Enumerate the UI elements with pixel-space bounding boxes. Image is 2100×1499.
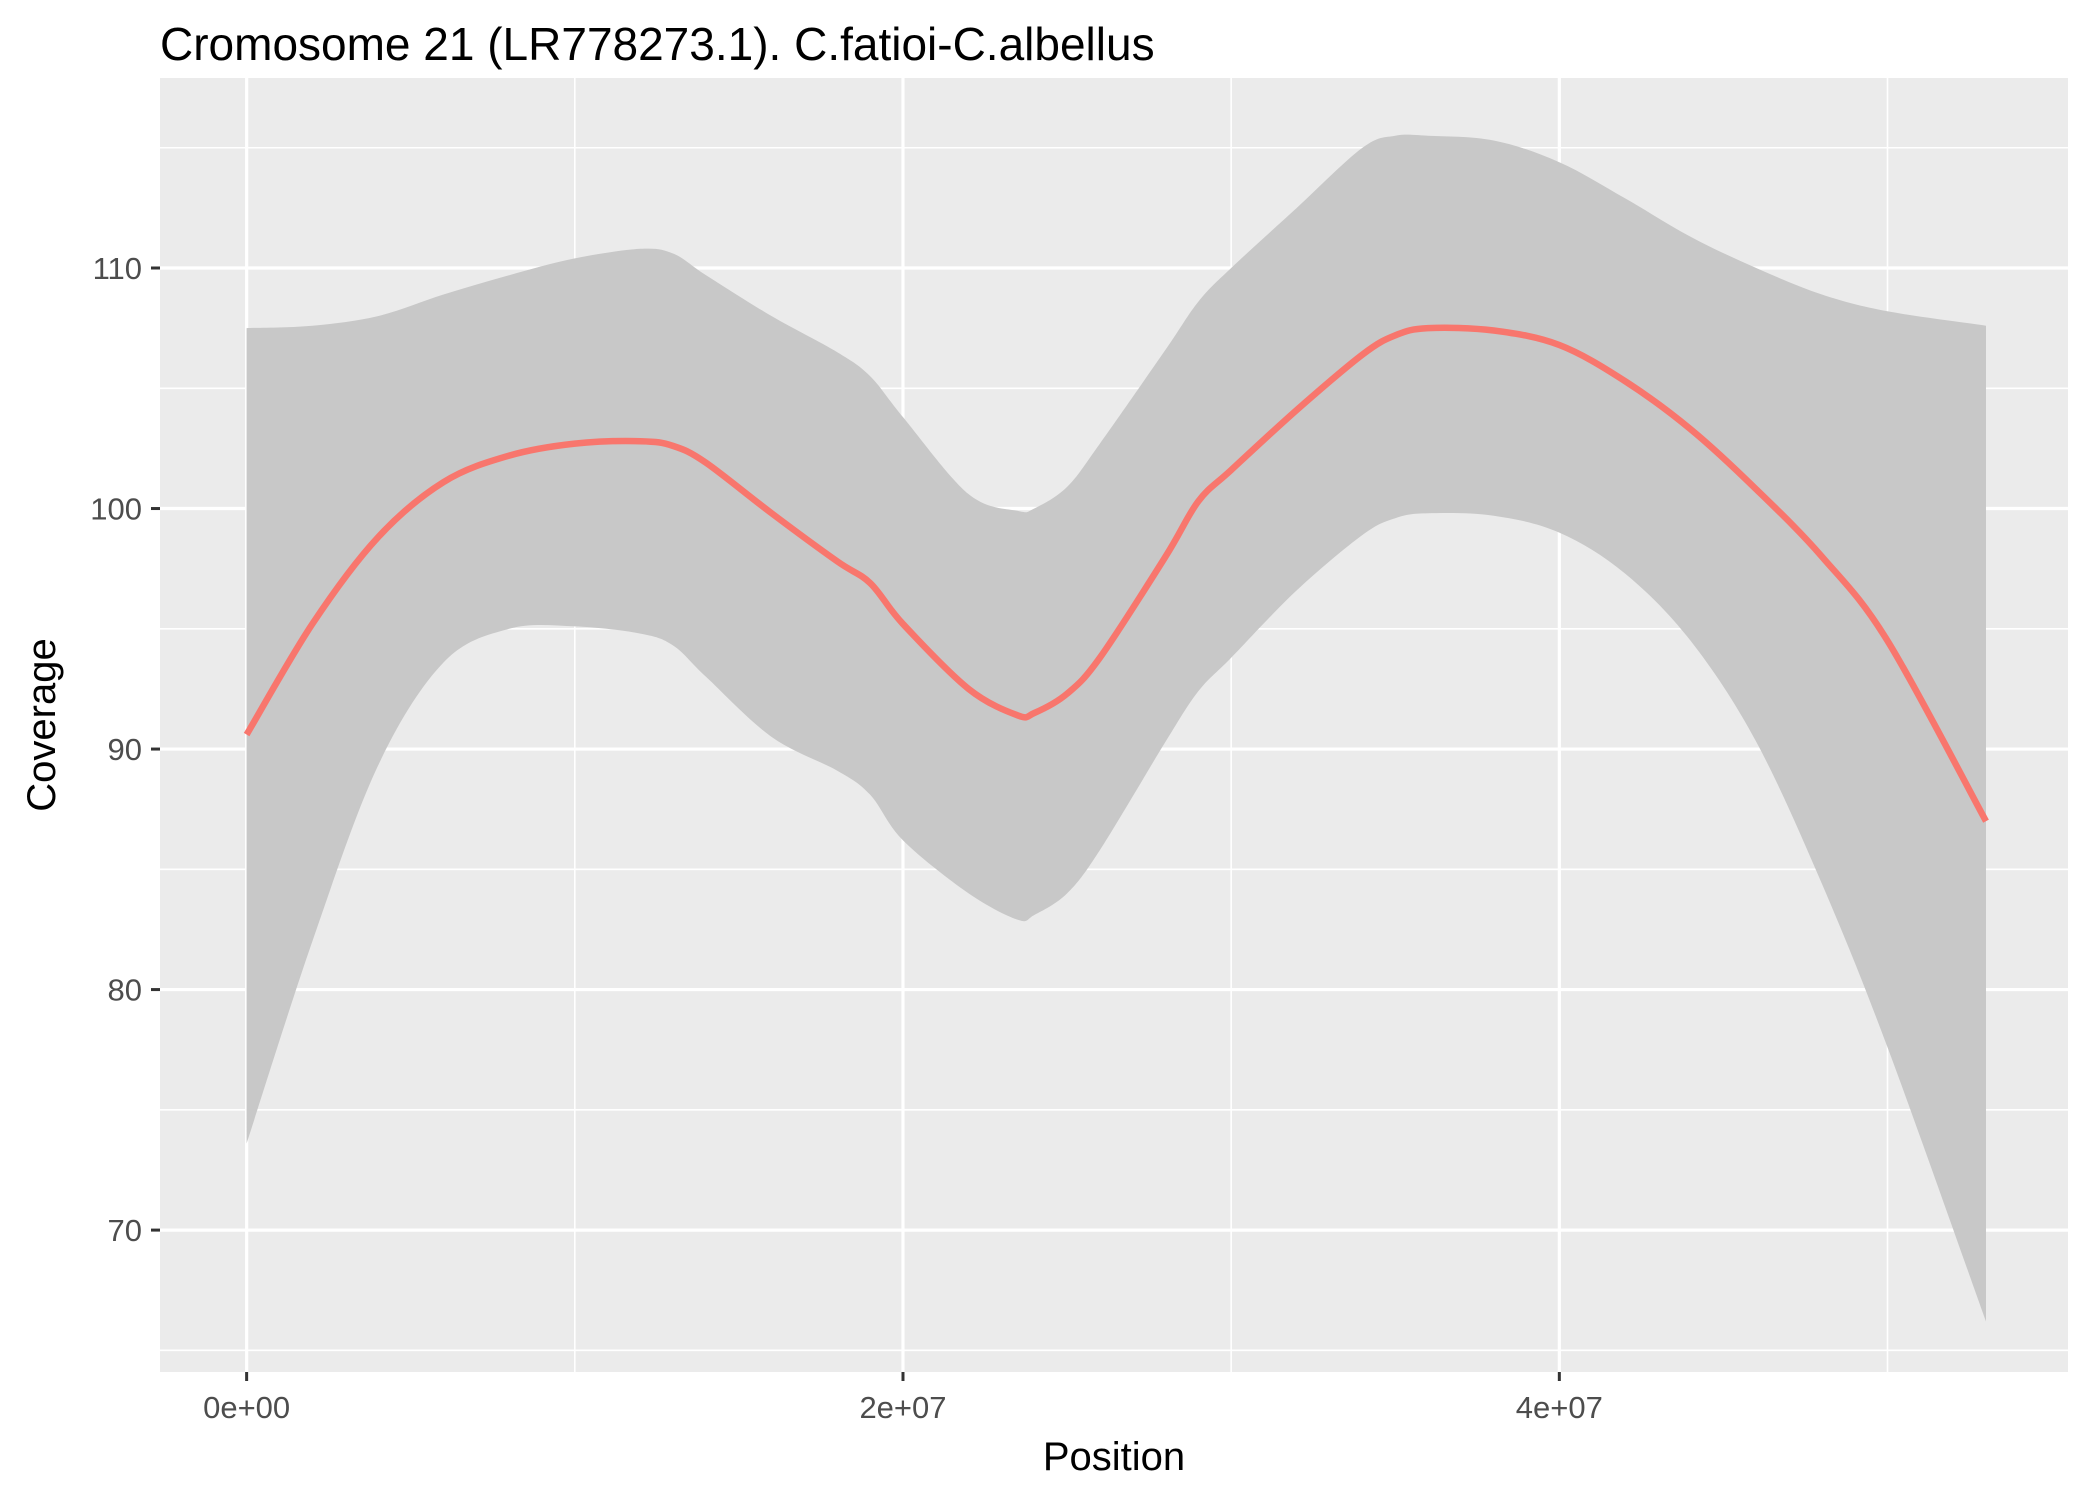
y-axis: 70 80 90 100 110 bbox=[90, 251, 160, 1248]
x-axis: 0e+00 2e+07 4e+07 bbox=[203, 1372, 1603, 1425]
chart-title: Cromosome 21 (LR778273.1). C.fatioi-C.al… bbox=[160, 18, 1155, 70]
confidence-ribbon bbox=[246, 134, 1987, 1322]
y-tick-label: 110 bbox=[93, 251, 142, 286]
y-tick-label: 90 bbox=[108, 732, 142, 767]
y-tick-label: 80 bbox=[108, 973, 142, 1008]
x-tick-label: 4e+07 bbox=[1516, 1390, 1603, 1425]
y-axis-title: Coverage bbox=[20, 638, 64, 811]
smoothed-coverage-line bbox=[243, 324, 1989, 823]
x-tick-label: 2e+07 bbox=[859, 1390, 946, 1425]
x-axis-title: Position bbox=[1043, 1435, 1185, 1479]
y-tick-label: 100 bbox=[90, 492, 142, 527]
x-tick-label: 0e+00 bbox=[203, 1390, 290, 1425]
y-tick-label: 70 bbox=[108, 1213, 142, 1248]
